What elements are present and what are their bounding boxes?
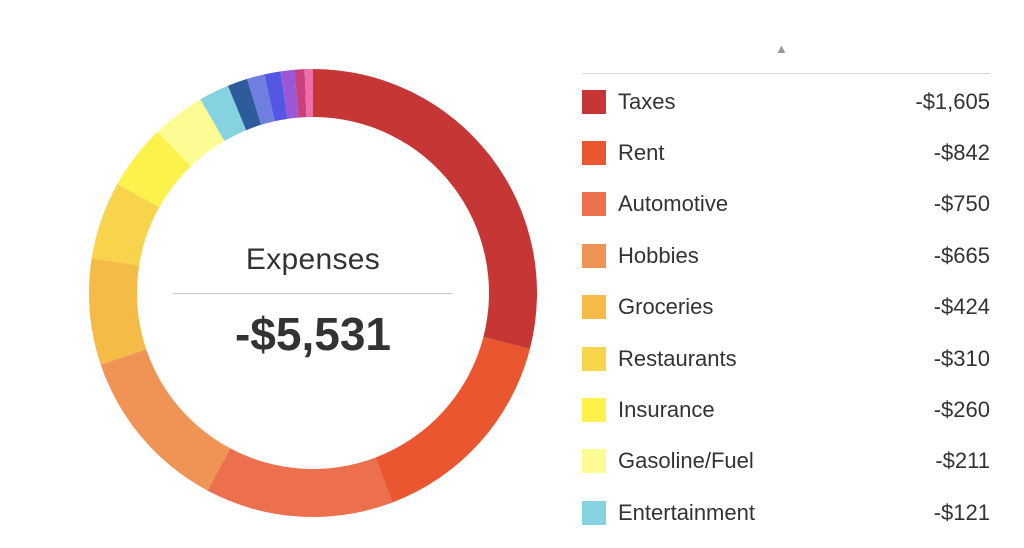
donut-slice-gasoline-fuel[interactable]: [157, 99, 225, 167]
legend-row-gasoline-fuel[interactable]: Gasoline/Fuel -$211: [582, 436, 990, 487]
legend-value: -$750: [933, 191, 990, 217]
legend-swatch: [582, 346, 606, 371]
donut-slice-groceries[interactable]: [89, 258, 147, 365]
donut-slice-other-12[interactable]: [280, 69, 299, 119]
legend-value: -$121: [933, 499, 990, 525]
legend-label: Taxes: [618, 88, 676, 114]
legend-divider: [582, 73, 990, 74]
legend-value: -$665: [933, 242, 990, 268]
legend-row-rent[interactable]: Rent -$842: [582, 127, 990, 178]
legend-label: Groceries: [618, 294, 714, 320]
legend-label: Rent: [618, 140, 665, 166]
legend-row-insurance[interactable]: Insurance -$260: [582, 384, 990, 435]
legend-list: Taxes -$1,605 Rent -$842 Automotive -$750 Hobb…: [582, 76, 990, 539]
donut-slice-automotive[interactable]: [207, 448, 393, 517]
legend-label: Entertainment: [618, 499, 755, 525]
legend-swatch: [582, 141, 606, 166]
legend-value: -$211: [935, 448, 990, 474]
center-title: Expenses: [245, 243, 381, 276]
donut-slice-other-14[interactable]: [304, 69, 313, 118]
legend-label: Hobbies: [618, 242, 699, 268]
legend-label: Gasoline/Fuel: [618, 448, 754, 474]
legend-swatch: [582, 295, 606, 320]
legend-value: -$310: [933, 345, 990, 371]
legend-label: Automotive: [618, 191, 729, 217]
donut-slice-insurance[interactable]: [117, 131, 191, 208]
legend-value: -$1,605: [915, 88, 990, 114]
legend-label: Insurance: [618, 397, 715, 423]
center-divider: [173, 293, 453, 294]
legend-row-entertainment[interactable]: Entertainment -$121: [582, 487, 990, 538]
legend-value: -$260: [933, 397, 990, 423]
legend-swatch: [582, 449, 606, 474]
donut-slice-other-11[interactable]: [264, 71, 288, 122]
donut-slice-other-13[interactable]: [294, 69, 307, 118]
legend-row-taxes[interactable]: Taxes -$1,605: [582, 76, 990, 127]
donut-svg: [89, 69, 537, 517]
expenses-donut-chart: [88, 68, 538, 518]
donut-slice-taxes[interactable]: [313, 69, 537, 349]
donut-slice-other-10[interactable]: [247, 74, 275, 125]
center-total: -$5,531: [234, 308, 391, 360]
legend-value: -$424: [933, 294, 990, 320]
legend-row-groceries[interactable]: Groceries -$424: [582, 282, 990, 333]
legend-row-restaurants[interactable]: Restaurants -$310: [582, 333, 990, 384]
legend-swatch: [582, 192, 606, 217]
donut-slice-hobbies[interactable]: [100, 349, 231, 491]
legend-swatch: [582, 500, 606, 525]
legend-swatch: [582, 89, 606, 114]
legend-swatch: [582, 243, 606, 268]
donut-slice-other-9[interactable]: [227, 78, 262, 131]
legend-value: -$842: [933, 140, 990, 166]
sort-up-icon[interactable]: ▲: [775, 41, 788, 56]
donut-slice-entertainment[interactable]: [200, 85, 247, 141]
donut-slice-restaurants[interactable]: [91, 183, 160, 266]
legend-label: Restaurants: [618, 345, 737, 371]
donut-slice-rent[interactable]: [375, 336, 530, 503]
legend-swatch: [582, 398, 606, 423]
legend-row-automotive[interactable]: Automotive -$750: [582, 179, 990, 230]
legend-row-hobbies[interactable]: Hobbies -$665: [582, 230, 990, 281]
